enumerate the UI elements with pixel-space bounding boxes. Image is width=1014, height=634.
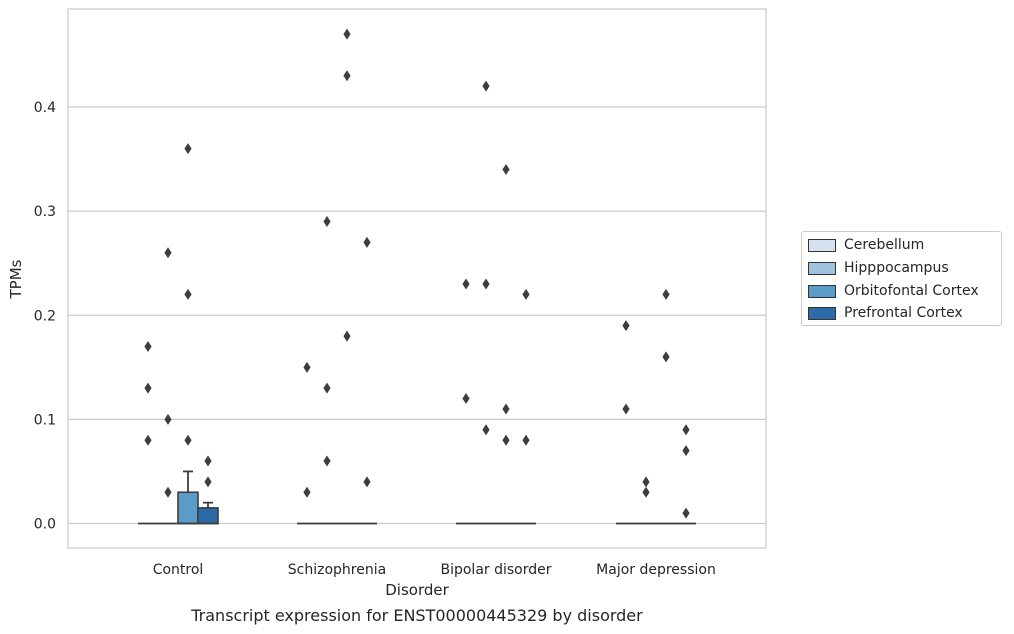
- outlier-point-cerebellum: [144, 340, 152, 352]
- outlier-point-hipppocampus: [482, 424, 490, 436]
- x-tick-labels: Control Schizophrenia Bipolar disorder Majo…: [153, 562, 716, 578]
- x-tick-label: Schizophrenia: [288, 562, 386, 578]
- outlier-point-hipppocampus: [323, 382, 331, 394]
- iqr-box-prefrontal-cortex: [197, 507, 219, 525]
- outlier-point-cerebellum: [462, 393, 470, 405]
- outlier-point-cerebellum: [144, 434, 152, 446]
- plot-frame: [67, 8, 767, 549]
- outlier-point-prefrontal-cortex: [682, 507, 690, 519]
- outlier-point-orbitofontal-cortex: [184, 288, 192, 300]
- x-axis-label: Disorder: [385, 581, 449, 599]
- chart-caption: Transcript expression for ENST0000044532…: [191, 606, 643, 625]
- outlier-point-orbitofontal-cortex: [502, 163, 510, 175]
- x-tick-label: Major depression: [596, 562, 716, 578]
- box-layer: [138, 470, 696, 525]
- outlier-point-hipppocampus: [642, 476, 650, 488]
- legend-item-hippocampus: Hipppocampus: [808, 260, 949, 276]
- legend-label-prefrontal-cortex: Prefrontal Cortex: [844, 305, 963, 321]
- outlier-point-prefrontal-cortex: [204, 476, 212, 488]
- outlier-point-cerebellum: [622, 320, 630, 332]
- y-axis-label: TPMs: [7, 259, 25, 299]
- outlier-point-cerebellum: [622, 403, 630, 415]
- legend: Cerebellum Hipppocampus Orbitofontal Cor…: [801, 231, 1002, 326]
- outlier-point-orbitofontal-cortex: [502, 434, 510, 446]
- y-tick-label: 0.4: [34, 100, 56, 116]
- legend-item-orbitofrontal-cortex: Orbitofontal Cortex: [808, 283, 979, 299]
- y-tick-label: 0.3: [34, 204, 56, 220]
- outlier-point-prefrontal-cortex: [522, 434, 530, 446]
- legend-item-cerebellum: Cerebellum: [808, 237, 924, 253]
- legend-swatch-cerebellum: [808, 238, 836, 252]
- outlier-point-orbitofontal-cortex: [662, 288, 670, 300]
- outlier-point-prefrontal-cortex: [522, 288, 530, 300]
- y-tick-label: 0.2: [34, 308, 56, 324]
- outlier-point-prefrontal-cortex: [682, 424, 690, 436]
- box-orbitofontal-cortex-control: [177, 470, 199, 525]
- outlier-point-hipppocampus: [482, 80, 490, 92]
- outlier-point-hipppocampus: [642, 486, 650, 498]
- legend-item-prefrontal-cortex: Prefrontal Cortex: [808, 305, 963, 321]
- outlier-point-hipppocampus: [482, 278, 490, 290]
- legend-label-orbitofrontal-cortex: Orbitofontal Cortex: [844, 283, 979, 299]
- outlier-point-hipppocampus: [323, 455, 331, 467]
- outlier-point-orbitofontal-cortex: [343, 70, 351, 82]
- legend-label-hippocampus: Hipppocampus: [844, 260, 949, 276]
- outlier-point-orbitofontal-cortex: [502, 403, 510, 415]
- outlier-point-orbitofontal-cortex: [343, 28, 351, 40]
- iqr-box-orbitofontal-cortex: [177, 491, 199, 525]
- outlier-point-cerebellum: [144, 382, 152, 394]
- outlier-point-cerebellum: [462, 278, 470, 290]
- y-tick-labels: 0.0 0.1 0.2 0.3 0.4: [34, 100, 56, 533]
- outlier-point-orbitofontal-cortex: [343, 330, 351, 342]
- box-prefrontal-cortex-control: [197, 501, 219, 525]
- outlier-point-prefrontal-cortex: [682, 445, 690, 457]
- x-tick-label: Control: [153, 562, 204, 578]
- outlier-point-orbitofontal-cortex: [184, 434, 192, 446]
- outlier-layer: [144, 28, 690, 519]
- outlier-point-cerebellum: [303, 361, 311, 373]
- outlier-point-cerebellum: [303, 486, 311, 498]
- y-tick-label: 0.1: [34, 412, 56, 428]
- y-tick-label: 0.0: [34, 517, 56, 533]
- outlier-point-hipppocampus: [323, 216, 331, 228]
- outlier-point-hipppocampus: [164, 486, 172, 498]
- outlier-point-hipppocampus: [164, 413, 172, 425]
- legend-label-cerebellum: Cerebellum: [844, 237, 925, 253]
- legend-swatch-orbitofrontal-cortex: [808, 284, 836, 298]
- outlier-point-prefrontal-cortex: [363, 236, 371, 248]
- outlier-point-prefrontal-cortex: [363, 476, 371, 488]
- outlier-point-orbitofontal-cortex: [662, 351, 670, 363]
- legend-swatch-prefrontal-cortex: [808, 306, 836, 320]
- outlier-point-prefrontal-cortex: [204, 455, 212, 467]
- gridlines: [68, 106, 766, 525]
- x-tick-label: Bipolar disorder: [440, 562, 551, 578]
- outlier-point-hipppocampus: [164, 247, 172, 259]
- outlier-point-orbitofontal-cortex: [184, 143, 192, 155]
- legend-swatch-hippocampus: [808, 261, 836, 275]
